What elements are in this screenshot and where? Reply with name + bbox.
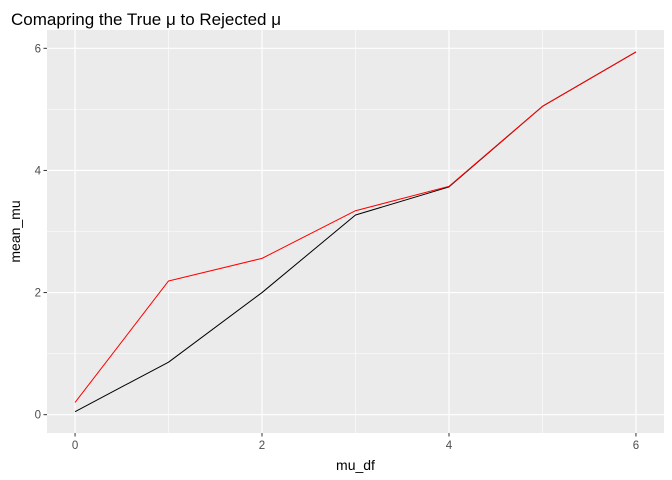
minor-gridlines xyxy=(47,30,664,433)
x-tick-label: 6 xyxy=(633,440,639,452)
x-axis: 0 2 4 6 xyxy=(72,433,639,452)
x-tick-label: 2 xyxy=(259,440,265,452)
y-axis: 0 2 4 6 xyxy=(35,43,47,422)
y-tick-label: 0 xyxy=(35,410,41,422)
x-tick-label: 0 xyxy=(72,440,78,452)
y-tick-label: 6 xyxy=(35,43,41,55)
x-axis-title: mu_df xyxy=(336,457,375,473)
x-tick-label: 4 xyxy=(446,440,453,452)
major-gridlines xyxy=(47,30,664,433)
y-tick-label: 4 xyxy=(35,165,42,177)
chart-title: Comapring the True μ to Rejected μ xyxy=(11,10,281,29)
y-axis-title: mean_mu xyxy=(7,200,23,262)
series-layer xyxy=(74,51,637,413)
series-line-2 xyxy=(74,51,637,403)
y-tick-label: 2 xyxy=(35,288,41,300)
